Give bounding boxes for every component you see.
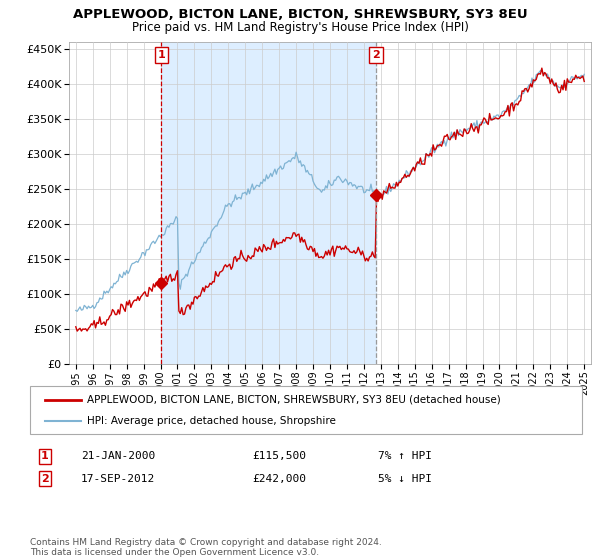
Text: 5% ↓ HPI: 5% ↓ HPI [378,474,432,484]
Text: £115,500: £115,500 [252,451,306,461]
Text: HPI: Average price, detached house, Shropshire: HPI: Average price, detached house, Shro… [87,416,336,426]
Text: 7% ↑ HPI: 7% ↑ HPI [378,451,432,461]
Text: £242,000: £242,000 [252,474,306,484]
Text: Contains HM Land Registry data © Crown copyright and database right 2024.
This d: Contains HM Land Registry data © Crown c… [30,538,382,557]
Text: 21-JAN-2000: 21-JAN-2000 [81,451,155,461]
Text: APPLEWOOD, BICTON LANE, BICTON, SHREWSBURY, SY3 8EU (detached house): APPLEWOOD, BICTON LANE, BICTON, SHREWSBU… [87,395,501,405]
Text: APPLEWOOD, BICTON LANE, BICTON, SHREWSBURY, SY3 8EU: APPLEWOOD, BICTON LANE, BICTON, SHREWSBU… [73,8,527,21]
Text: 1: 1 [157,50,165,60]
Text: 2: 2 [372,50,380,60]
Bar [161,42,376,364]
Text: 17-SEP-2012: 17-SEP-2012 [81,474,155,484]
Text: 2: 2 [41,474,49,484]
Text: Price paid vs. HM Land Registry's House Price Index (HPI): Price paid vs. HM Land Registry's House … [131,21,469,34]
Text: 1: 1 [41,451,49,461]
